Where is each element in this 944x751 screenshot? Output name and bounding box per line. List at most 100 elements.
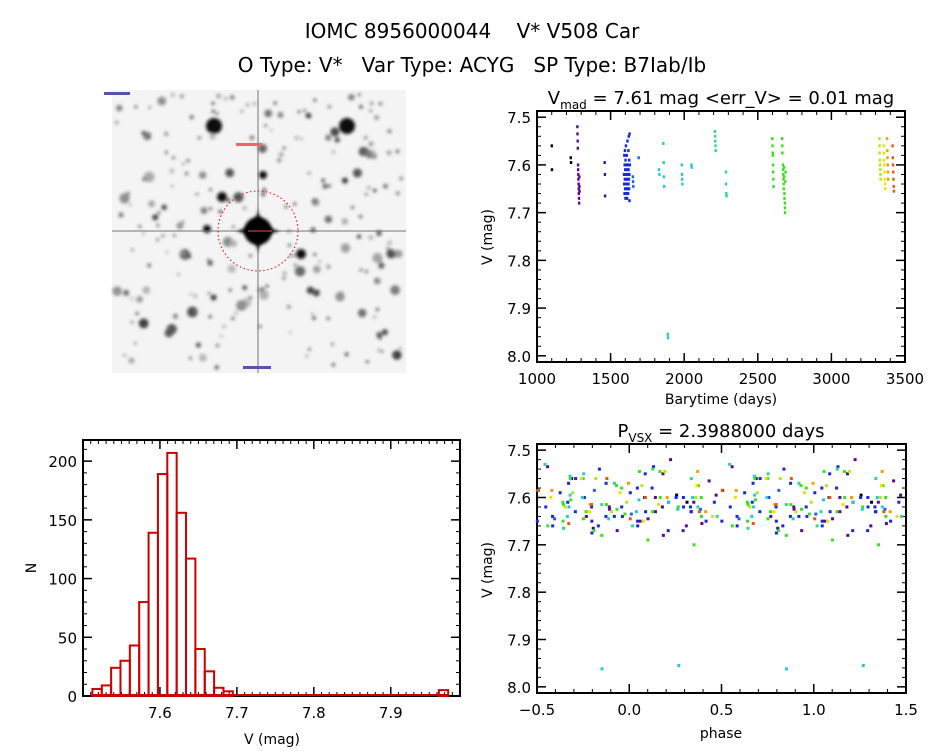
- star: [166, 323, 177, 335]
- y-tick-label: 7.7: [507, 537, 531, 555]
- star: [372, 252, 383, 263]
- star: [152, 214, 159, 221]
- data-point: [650, 486, 654, 490]
- bright-star: [296, 249, 306, 259]
- data-point: [584, 514, 588, 518]
- data-point: [628, 158, 631, 162]
- star: [294, 135, 299, 140]
- y-tick-label: 7.9: [507, 632, 531, 650]
- star: [134, 105, 138, 109]
- phased-curve-plot: PVSX = 2.3988000 days phase V (mag) −0.5…: [480, 421, 918, 742]
- data-point: [804, 486, 808, 490]
- data-point: [809, 500, 813, 504]
- data-point: [746, 519, 750, 523]
- x-tick-label: 1.5: [894, 701, 918, 719]
- data-point: [788, 514, 792, 518]
- data-point: [675, 493, 679, 497]
- star: [222, 324, 226, 329]
- data-point: [623, 163, 626, 167]
- data-point: [577, 187, 580, 191]
- star: [141, 231, 145, 235]
- data-point: [803, 491, 807, 495]
- data-point: [692, 543, 696, 547]
- star: [303, 108, 307, 112]
- histogram-bar: [138, 601, 150, 698]
- data-point: [776, 529, 780, 533]
- data-point: [715, 514, 719, 518]
- data-point: [587, 510, 591, 514]
- star: [223, 96, 228, 101]
- data-point: [714, 139, 717, 143]
- star: [186, 159, 190, 163]
- star: [119, 193, 130, 204]
- data-point: [674, 495, 678, 499]
- data-point: [579, 477, 583, 481]
- data-point: [771, 163, 775, 167]
- star: [181, 252, 185, 256]
- data-point: [725, 192, 728, 196]
- data-point: [878, 495, 882, 499]
- star: [112, 286, 123, 296]
- data-point: [769, 514, 773, 518]
- data-point: [866, 505, 870, 509]
- star: [369, 109, 373, 113]
- x-tick-label: −0.5: [519, 701, 555, 719]
- data-point: [699, 495, 703, 499]
- data-point: [646, 538, 650, 542]
- star: [358, 214, 363, 219]
- data-point: [776, 526, 780, 530]
- data-point: [600, 533, 604, 537]
- star: [312, 265, 321, 274]
- data-point: [883, 182, 887, 186]
- x-tick-label: 1.0: [802, 701, 826, 719]
- data-point: [662, 161, 665, 165]
- data-point: [623, 187, 627, 191]
- data-point: [615, 484, 619, 488]
- star: [363, 135, 368, 140]
- star: [297, 110, 301, 114]
- star: [324, 215, 333, 224]
- data-point: [626, 187, 630, 191]
- data-point: [625, 182, 629, 186]
- star: [387, 240, 393, 246]
- data-point: [576, 125, 579, 129]
- data-point: [753, 493, 757, 497]
- data-point: [594, 477, 598, 481]
- data-point: [895, 514, 899, 518]
- data-point: [745, 500, 749, 504]
- star: [208, 315, 212, 319]
- data-point: [797, 514, 801, 518]
- star: [245, 103, 250, 107]
- data-point: [627, 168, 630, 172]
- data-point: [578, 189, 581, 193]
- data-point: [899, 493, 903, 497]
- data-point: [577, 201, 581, 205]
- star: [365, 147, 369, 151]
- star: [376, 230, 382, 236]
- data-point: [886, 149, 889, 153]
- y-axis-label: V (mag): [480, 542, 496, 598]
- star: [171, 156, 176, 160]
- star: [392, 350, 402, 360]
- data-point: [663, 469, 667, 473]
- data-point: [789, 477, 793, 481]
- data-point: [730, 524, 734, 528]
- data-point: [805, 514, 809, 518]
- data-point: [737, 517, 741, 521]
- x-tick-label: 1500: [592, 370, 630, 388]
- data-point: [641, 519, 645, 523]
- data-point: [804, 505, 808, 509]
- data-point: [569, 498, 573, 502]
- stars: [112, 92, 404, 370]
- star: [310, 312, 314, 316]
- data-point: [637, 469, 641, 473]
- data-point: [568, 477, 572, 481]
- data-point: [627, 182, 630, 186]
- data-point: [843, 495, 847, 499]
- star: [299, 137, 304, 141]
- star: [155, 238, 160, 242]
- star: [170, 184, 174, 188]
- x-tick-label: 0.0: [617, 701, 641, 719]
- bright-star: [339, 118, 355, 134]
- star: [189, 114, 194, 120]
